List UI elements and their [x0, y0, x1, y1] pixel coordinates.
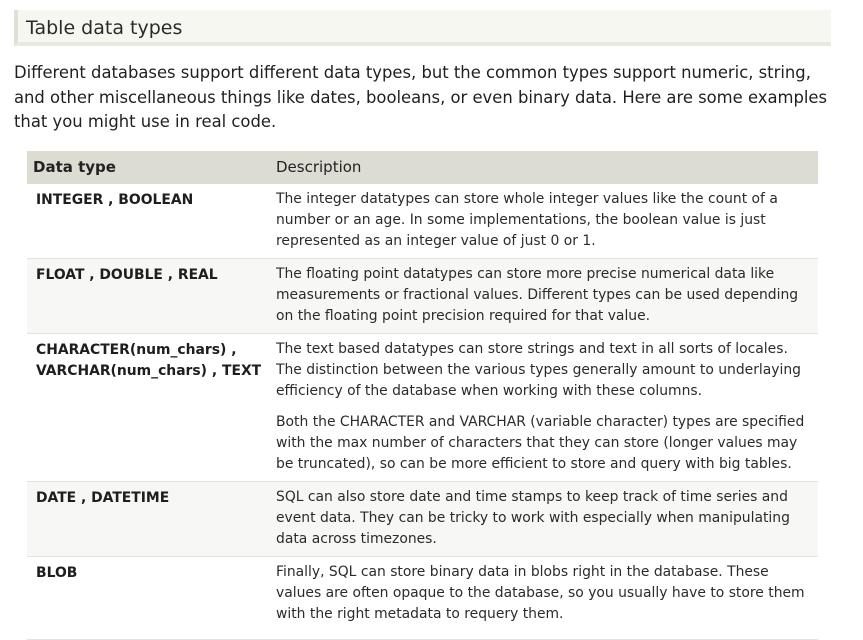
description-text: SQL can also store date and time stamps …	[276, 489, 790, 547]
description-text: Both the CHARACTER and VARCHAR (variable…	[276, 414, 805, 472]
description-cell: The integer datatypes can store whole in…	[270, 184, 818, 259]
table-row: FLOAT , DOUBLE , REAL The floating point…	[27, 258, 818, 334]
type-cell: INTEGER , BOOLEAN	[27, 184, 270, 259]
header-description: Description	[270, 151, 818, 184]
description-cell: The floating point datatypes can store m…	[270, 258, 818, 334]
description-cell: The text based datatypes can store strin…	[270, 333, 818, 482]
header-data-type: Data type	[27, 151, 270, 184]
table-header-row: Data type Description	[27, 151, 818, 184]
type-line: VARCHAR(num_chars) , TEXT	[36, 363, 262, 379]
description-text: The text based datatypes can store strin…	[276, 341, 801, 399]
table-row: BLOB Finally, SQL can store binary data …	[27, 556, 818, 640]
description-text: Finally, SQL can store binary data in bl…	[276, 564, 805, 622]
table-row: DATE , DATETIME SQL can also store date …	[27, 481, 818, 557]
intro-paragraph: Different databases support different da…	[14, 63, 828, 131]
data-types-table: Data type Description INTEGER , BOOLEAN …	[27, 151, 818, 640]
section-heading: Table data types	[14, 10, 831, 46]
section-title: Table data types	[26, 17, 183, 39]
description-cell: SQL can also store date and time stamps …	[270, 481, 818, 557]
type-line: CHARACTER(num_chars) ,	[36, 342, 237, 358]
type-cell: CHARACTER(num_chars) , VARCHAR(num_chars…	[27, 333, 270, 482]
description-text: The integer datatypes can store whole in…	[276, 191, 778, 249]
table-row: CHARACTER(num_chars) , VARCHAR(num_chars…	[27, 333, 818, 482]
type-cell: FLOAT , DOUBLE , REAL	[27, 258, 270, 334]
table-row: INTEGER , BOOLEAN The integer datatypes …	[27, 184, 818, 259]
description-cell: Finally, SQL can store binary data in bl…	[270, 556, 818, 640]
description-text: The floating point datatypes can store m…	[276, 266, 799, 324]
type-cell: BLOB	[27, 556, 270, 640]
type-cell: DATE , DATETIME	[27, 481, 270, 557]
